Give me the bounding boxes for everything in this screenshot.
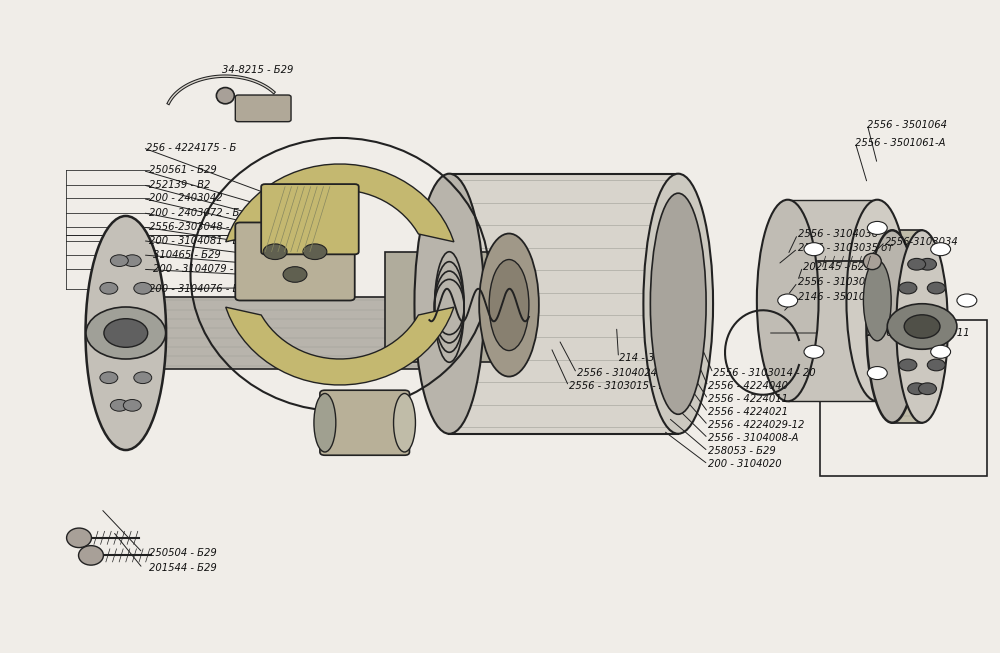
Text: 2556 - 3103020: 2556 - 3103020 [798, 278, 878, 287]
Ellipse shape [863, 260, 891, 341]
Circle shape [96, 327, 114, 339]
Text: 2556 - 4224021: 2556 - 4224021 [708, 407, 788, 417]
Polygon shape [226, 164, 454, 242]
Circle shape [123, 255, 141, 266]
Text: 2556 - 4224040: 2556 - 4224040 [708, 381, 788, 391]
Text: 34-8215 - Б29: 34-8215 - Б29 [222, 65, 294, 74]
Text: 252139 - В2: 252139 - В2 [149, 180, 210, 190]
Circle shape [303, 244, 327, 259]
Text: 200 - 3104076 - Б₂: 200 - 3104076 - Б₂ [149, 284, 243, 294]
Ellipse shape [863, 253, 881, 270]
Ellipse shape [757, 200, 819, 402]
Ellipse shape [394, 394, 415, 452]
Circle shape [104, 319, 148, 347]
Circle shape [919, 259, 936, 270]
FancyBboxPatch shape [449, 174, 678, 434]
Ellipse shape [643, 174, 713, 434]
Circle shape [887, 304, 957, 349]
Polygon shape [226, 307, 454, 385]
Circle shape [100, 283, 118, 294]
Circle shape [263, 244, 287, 259]
Ellipse shape [216, 88, 234, 104]
Circle shape [899, 282, 917, 294]
Circle shape [919, 383, 936, 394]
Circle shape [110, 255, 128, 266]
Text: 2556 - 3103014 - 20: 2556 - 3103014 - 20 [713, 368, 816, 378]
Circle shape [134, 372, 152, 383]
Circle shape [134, 283, 152, 294]
Circle shape [123, 400, 141, 411]
Text: 258053 - Б29: 258053 - Б29 [708, 447, 776, 456]
Circle shape [896, 321, 914, 332]
Circle shape [908, 259, 926, 270]
Text: 250561 - Б29: 250561 - Б29 [149, 165, 216, 176]
Circle shape [931, 345, 951, 358]
Ellipse shape [79, 546, 103, 565]
Ellipse shape [85, 216, 166, 450]
Ellipse shape [650, 193, 706, 414]
Text: 2556 - 3501064: 2556 - 3501064 [867, 120, 947, 130]
Text: 2556 - 3103015 - 20: 2556 - 3103015 - 20 [569, 381, 671, 391]
Text: 200 - 3104020: 200 - 3104020 [708, 459, 782, 470]
Text: 2556 - 3501061-A: 2556 - 3501061-A [855, 138, 946, 148]
Text: 214 - 3501070: 214 - 3501070 [619, 353, 692, 362]
Text: 200 - 2403042: 200 - 2403042 [149, 193, 222, 203]
Text: 202145 - Б29: 202145 - Б29 [803, 262, 870, 272]
Circle shape [904, 315, 940, 338]
Ellipse shape [896, 231, 948, 422]
Text: 2556 - 3103006 - 11: 2556 - 3103006 - 11 [867, 328, 970, 338]
Circle shape [100, 372, 118, 383]
Circle shape [804, 345, 824, 358]
Ellipse shape [866, 231, 918, 422]
Text: 200 - 2403072 - Б: 200 - 2403072 - Б [149, 208, 239, 217]
FancyBboxPatch shape [320, 390, 409, 455]
Circle shape [931, 243, 951, 256]
Text: 201544 - Б29: 201544 - Б29 [149, 564, 216, 573]
FancyBboxPatch shape [385, 251, 514, 362]
Text: 250504 - Б29: 250504 - Б29 [149, 548, 216, 558]
Circle shape [899, 359, 917, 371]
Ellipse shape [67, 528, 91, 548]
Text: 256 - 4224175 - Б: 256 - 4224175 - Б [146, 143, 236, 153]
Ellipse shape [846, 200, 908, 402]
Circle shape [957, 294, 977, 307]
Text: 310465 - Б29: 310465 - Б29 [153, 250, 220, 260]
Circle shape [908, 383, 926, 394]
Text: 2556-2303048 -: 2556-2303048 - [149, 222, 229, 232]
Text: 200 - 3104081 - Б: 200 - 3104081 - Б [149, 236, 239, 246]
Circle shape [927, 359, 945, 371]
FancyBboxPatch shape [235, 223, 355, 300]
Circle shape [804, 243, 824, 256]
Circle shape [110, 400, 128, 411]
Circle shape [86, 307, 166, 359]
Text: 2556 - 3103035 от: 2556 - 3103035 от [798, 244, 893, 253]
Circle shape [931, 321, 949, 332]
Text: 2146 - 3501078: 2146 - 3501078 [798, 293, 878, 302]
FancyBboxPatch shape [892, 231, 922, 422]
Text: 2556 - 4224011: 2556 - 4224011 [708, 394, 788, 404]
Circle shape [138, 327, 156, 339]
FancyBboxPatch shape [235, 95, 291, 121]
Text: 2556 - 3104008-A: 2556 - 3104008-A [708, 434, 799, 443]
Ellipse shape [489, 259, 529, 351]
Circle shape [867, 221, 887, 234]
Text: 2556 - 3104024: 2556 - 3104024 [577, 368, 657, 378]
Ellipse shape [314, 394, 336, 452]
Text: 2556 - 3104036: 2556 - 3104036 [798, 229, 878, 239]
Ellipse shape [414, 174, 484, 434]
Circle shape [283, 266, 307, 282]
FancyBboxPatch shape [126, 297, 444, 369]
Circle shape [778, 294, 798, 307]
Text: 2556-3103034: 2556-3103034 [885, 237, 959, 247]
FancyBboxPatch shape [788, 200, 877, 402]
Circle shape [867, 366, 887, 379]
FancyBboxPatch shape [261, 184, 359, 254]
Ellipse shape [479, 234, 539, 377]
Text: 2556 - 4224029-12: 2556 - 4224029-12 [708, 421, 804, 430]
Text: 200 - 3104079 - A: 200 - 3104079 - A [153, 264, 243, 274]
Circle shape [927, 282, 945, 294]
